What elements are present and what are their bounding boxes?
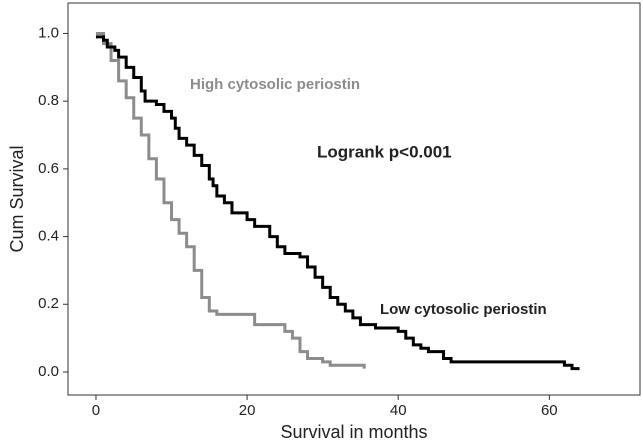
series-label: High cytosolic periostin xyxy=(190,76,360,93)
x-tick-label: 0 xyxy=(92,402,100,419)
x-tick-label: 20 xyxy=(239,402,256,419)
y-tick-label: 0.6 xyxy=(38,160,59,177)
x-tick-label: 60 xyxy=(541,402,558,419)
y-tick-label: 0.8 xyxy=(38,92,59,109)
y-tick-label: 0.0 xyxy=(38,363,59,380)
x-tick-label: 40 xyxy=(390,402,407,419)
y-axis-label: Cum Survival xyxy=(7,145,27,252)
survival-curve xyxy=(95,31,366,369)
y-tick-label: 1.0 xyxy=(38,24,59,41)
x-axis-label: Survival in months xyxy=(280,422,427,442)
series-label: Low cytosolic periostin xyxy=(380,301,547,318)
survival-curve xyxy=(95,35,580,371)
y-tick-label: 0.2 xyxy=(38,295,59,312)
y-tick-label: 0.4 xyxy=(38,228,59,245)
logrank-annotation: Logrank p<0.001 xyxy=(317,142,452,161)
plot-frame xyxy=(67,2,641,396)
